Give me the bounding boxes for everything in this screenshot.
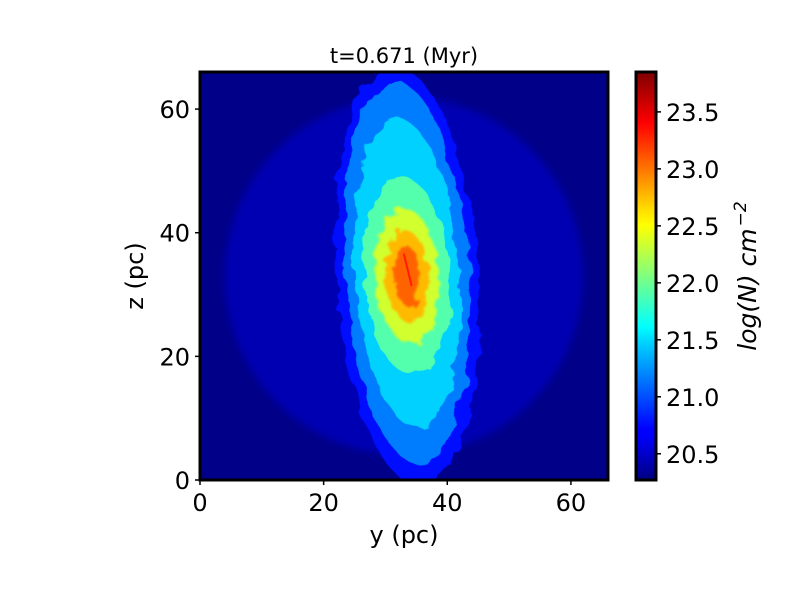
- colorbar-tick-label: 23.0: [666, 156, 719, 184]
- y-axis-ticks: 0 20 40 60: [159, 96, 200, 495]
- y-axis-label: z (pc): [121, 242, 149, 309]
- cloud-layers: [334, 72, 480, 480]
- x-tick-label: 60: [556, 489, 587, 517]
- colorbar-label: log(N) cm−2: [731, 201, 762, 350]
- x-axis-ticks: 0 20 40 60: [192, 480, 586, 517]
- colorbar-ticks: 20.5 21.0 21.5 22.0 22.5 23.0 23.5: [656, 99, 719, 469]
- y-tick-label: 60: [159, 96, 190, 124]
- chart-title: t=0.671 (Myr): [330, 44, 478, 68]
- x-tick-label: 20: [308, 489, 339, 517]
- colorbar-label-exponent: −2: [731, 201, 751, 226]
- colorbar: [636, 72, 656, 480]
- y-tick-label: 40: [159, 220, 190, 248]
- x-axis-label: y (pc): [370, 521, 439, 549]
- density-map: [200, 72, 608, 480]
- colorbar-frame: [634, 70, 658, 482]
- colorbar-tick-label: 23.5: [666, 99, 719, 127]
- y-tick-label: 0: [175, 467, 190, 495]
- colorbar-tick-label: 20.5: [666, 441, 719, 469]
- x-tick-label: 0: [192, 489, 207, 517]
- colorbar-tick-label: 22.0: [666, 270, 719, 298]
- colorbar-label-text: log(N) cm: [733, 228, 762, 350]
- colorbar-tick-label: 21.5: [666, 327, 719, 355]
- plot-frame: [198, 70, 610, 482]
- y-tick-label: 20: [159, 343, 190, 371]
- colorbar-tick-label: 22.5: [666, 213, 719, 241]
- x-tick-label: 40: [432, 489, 463, 517]
- core-filament: [403, 253, 413, 287]
- colorbar-tick-label: 21.0: [666, 384, 719, 412]
- cloud-peak: [394, 245, 420, 307]
